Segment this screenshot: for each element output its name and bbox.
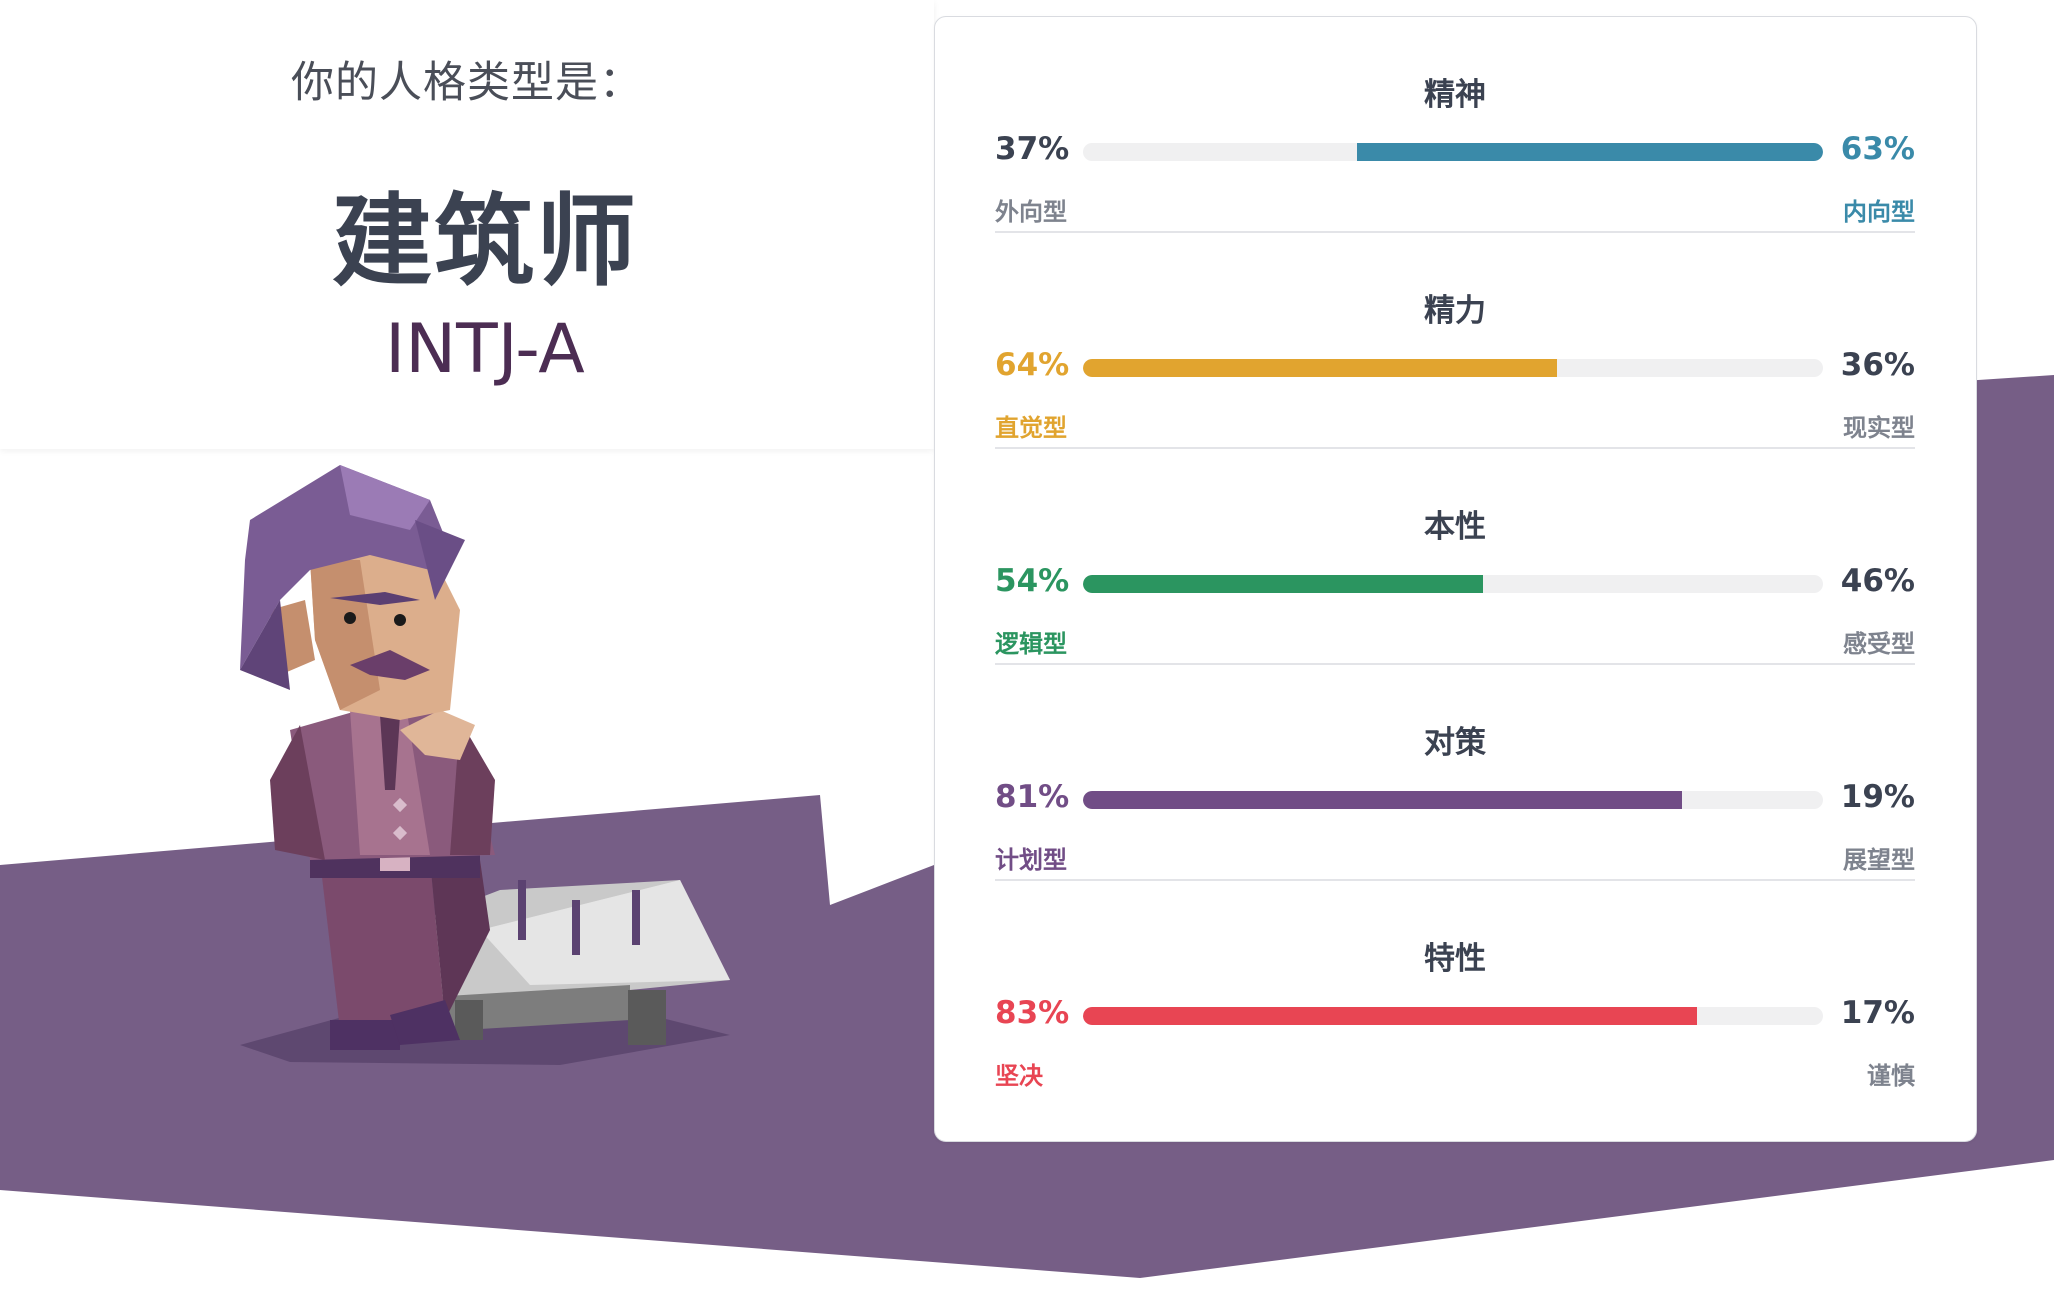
trait-left-percent: 54% — [995, 563, 1069, 599]
trait-left-label: 逻辑型 — [995, 624, 1067, 659]
trait-title: 精神 — [995, 69, 1915, 114]
trait-right-percent: 36% — [1841, 347, 1915, 383]
trait-title: 对策 — [995, 717, 1915, 762]
trait-title: 特性 — [995, 933, 1915, 978]
trait-left-label: 外向型 — [995, 192, 1067, 227]
trait-title: 本性 — [995, 501, 1915, 546]
trait-right-percent: 17% — [1841, 995, 1915, 1031]
trait-right-label: 谨慎 — [1867, 1056, 1915, 1091]
trait-bar-track — [1083, 143, 1823, 161]
trait-right-label: 感受型 — [1843, 624, 1915, 659]
type-header: 你的人格类型是： 建筑师 INTJ-A — [0, 0, 934, 449]
type-intro-text: 你的人格类型是： — [0, 48, 934, 110]
trait-row-mind: 精神 37% 63% 外向型 内向型 — [995, 17, 1915, 233]
trait-right-label: 现实型 — [1843, 408, 1915, 443]
type-name-heading: 建筑师 — [0, 160, 970, 305]
trait-row-energy: 精力 64% 36% 直觉型 现实型 — [995, 233, 1915, 449]
trait-bar-fill — [1083, 791, 1682, 809]
trait-left-percent: 37% — [995, 131, 1069, 167]
architect-illustration — [230, 460, 750, 1070]
trait-bar-fill — [1083, 1007, 1697, 1025]
trait-right-percent: 19% — [1841, 779, 1915, 815]
trait-right-percent: 46% — [1841, 563, 1915, 599]
trait-bar-track — [1083, 1007, 1823, 1025]
trait-left-label: 计划型 — [995, 840, 1067, 875]
trait-bar-track — [1083, 791, 1823, 809]
type-code: INTJ-A — [0, 310, 970, 389]
trait-left-percent: 64% — [995, 347, 1069, 383]
trait-results-card: 精神 37% 63% 外向型 内向型 精力 64% 36% 直觉型 现实型 本性… — [934, 16, 1977, 1142]
trait-right-label: 内向型 — [1843, 192, 1915, 227]
trait-left-percent: 83% — [995, 995, 1069, 1031]
trait-left-label: 直觉型 — [995, 408, 1067, 443]
trait-left-percent: 81% — [995, 779, 1069, 815]
trait-row-nature: 本性 54% 46% 逻辑型 感受型 — [995, 449, 1915, 665]
trait-right-percent: 63% — [1841, 131, 1915, 167]
trait-bar-track — [1083, 575, 1823, 593]
trait-bar-track — [1083, 359, 1823, 377]
trait-title: 精力 — [995, 285, 1915, 330]
trait-bar-fill — [1357, 143, 1823, 161]
trait-row-identity: 特性 83% 17% 坚决 谨慎 — [995, 881, 1915, 1097]
trait-bar-fill — [1083, 575, 1483, 593]
trait-row-tactics: 对策 81% 19% 计划型 展望型 — [995, 665, 1915, 881]
trait-left-label: 坚决 — [995, 1056, 1043, 1091]
trait-bar-fill — [1083, 359, 1557, 377]
trait-right-label: 展望型 — [1843, 840, 1915, 875]
